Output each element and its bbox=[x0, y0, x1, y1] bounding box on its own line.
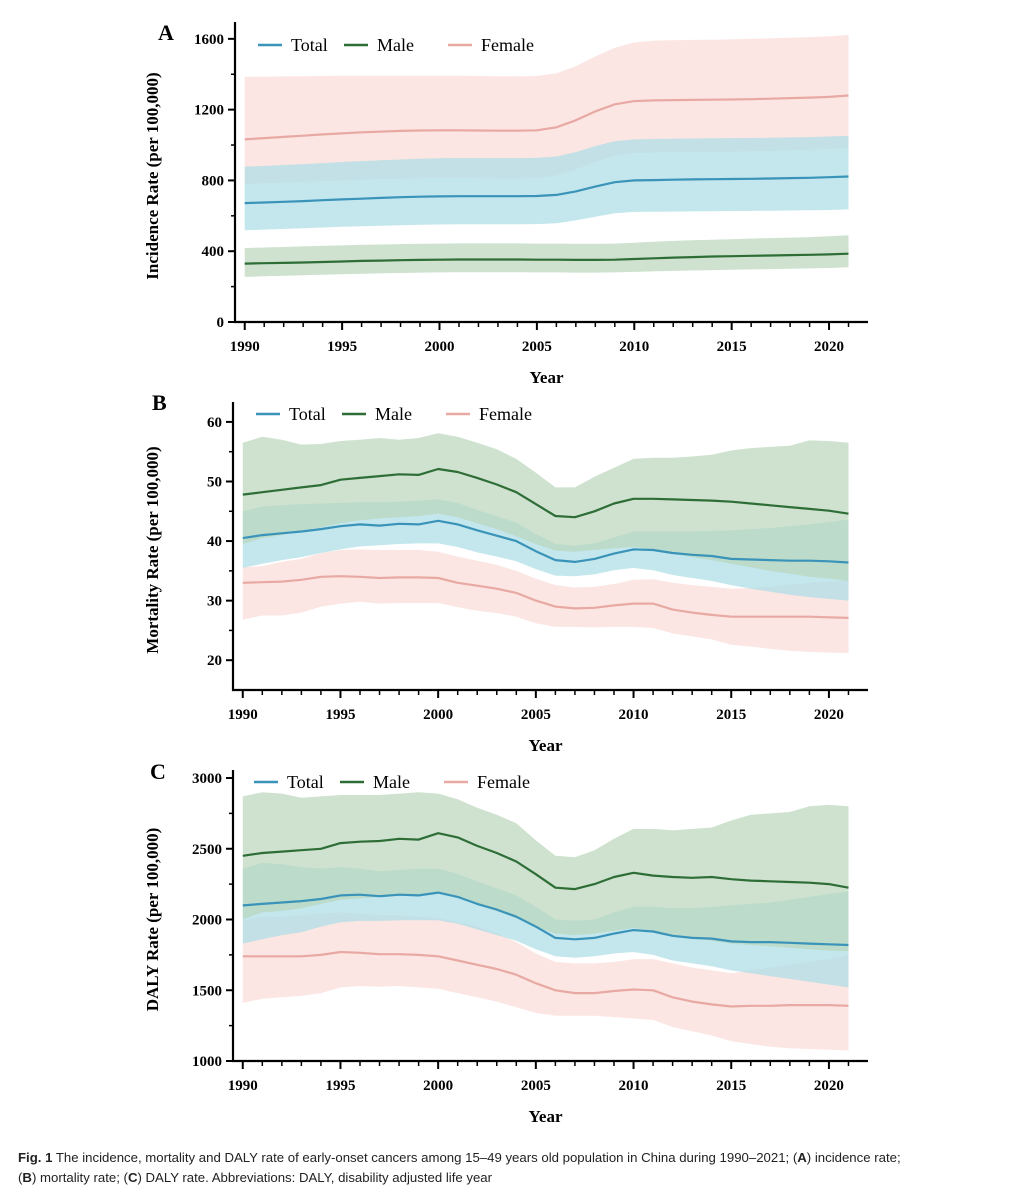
line-male bbox=[242, 832, 849, 891]
x-tick-label: 1990 bbox=[228, 1078, 258, 1094]
x-tick-label: 2010 bbox=[619, 339, 649, 355]
panel-letter: A bbox=[158, 20, 174, 45]
x-axis-title: Year bbox=[529, 736, 563, 755]
x-tick-label: 2005 bbox=[521, 707, 551, 723]
x-tick-label: 2000 bbox=[425, 339, 455, 355]
legend-label-male: Male bbox=[377, 35, 414, 55]
x-tick-label: 1995 bbox=[325, 707, 355, 723]
y-tick-label: 40 bbox=[207, 534, 222, 550]
x-tick-label: 2005 bbox=[522, 339, 552, 355]
line-male bbox=[242, 467, 849, 519]
x-tick-label: 2000 bbox=[423, 1078, 453, 1094]
x-tick-label: 2020 bbox=[814, 339, 844, 355]
y-tick-label: 1500 bbox=[192, 983, 222, 999]
chart-panel-a: A 0 400 800 1200 1600 1990 1995 2000 2005 2010 2015… bbox=[143, 20, 868, 387]
chart-panel-b: B 20 30 40 50 60 1990 1995 2000 2005 2010 2015 2020 Y… bbox=[143, 390, 868, 755]
caption-text-4: ) DALY rate. Abbreviations: DALY, disabi… bbox=[137, 1170, 493, 1185]
x-tick-label: 2015 bbox=[716, 707, 746, 723]
legend-label-female: Female bbox=[479, 404, 532, 424]
y-tick-label: 400 bbox=[202, 244, 225, 260]
caption-fig-label: Fig. 1 bbox=[18, 1150, 53, 1165]
legend-label-female: Female bbox=[481, 35, 534, 55]
y-tick-label: 20 bbox=[207, 653, 222, 669]
y-tick-label: 800 bbox=[202, 173, 225, 189]
line-total bbox=[242, 891, 849, 947]
band-total bbox=[244, 135, 849, 231]
y-tick-label: 3000 bbox=[192, 771, 222, 787]
band-male bbox=[242, 433, 849, 581]
chart-panel-c: C 1000 1500 2000 2500 3000 1990 1995 2000 2005 201… bbox=[143, 759, 868, 1126]
y-tick-label: 1200 bbox=[194, 103, 224, 119]
line-total bbox=[242, 519, 849, 564]
x-tick-label: 1990 bbox=[230, 339, 260, 355]
y-tick-label: 1600 bbox=[194, 32, 224, 48]
legend-label-total: Total bbox=[289, 404, 326, 424]
x-tick-label: 2015 bbox=[717, 339, 747, 355]
caption-panel-b: B bbox=[22, 1170, 32, 1185]
line-female bbox=[242, 950, 849, 1008]
legend-label-male: Male bbox=[373, 772, 410, 792]
y-tick-label: 2500 bbox=[192, 842, 222, 858]
y-tick-label: 50 bbox=[207, 474, 222, 490]
x-tick-label: 2015 bbox=[716, 1078, 746, 1094]
y-axis-title: Incidence Rate (per 100,000) bbox=[143, 72, 162, 279]
y-tick-label: 1000 bbox=[192, 1054, 222, 1070]
x-tick-label: 1990 bbox=[228, 707, 258, 723]
caption-panel-a: A bbox=[797, 1150, 807, 1165]
panel-letter: C bbox=[150, 759, 166, 784]
y-axis-title: Mortality Rate (per 100,000) bbox=[143, 446, 162, 653]
x-tick-label: 1995 bbox=[327, 339, 357, 355]
legend-label-male: Male bbox=[375, 404, 412, 424]
x-tick-label: 2010 bbox=[619, 1078, 649, 1094]
x-tick-label: 2005 bbox=[521, 1078, 551, 1094]
legend-label-total: Total bbox=[291, 35, 328, 55]
caption-open-paren: ( bbox=[18, 1170, 23, 1185]
band-male bbox=[244, 235, 849, 277]
y-tick-label: 0 bbox=[217, 315, 225, 331]
y-tick-label: 30 bbox=[207, 594, 222, 610]
y-tick-label: 60 bbox=[207, 415, 222, 431]
y-axis-title: DALY Rate (per 100,000) bbox=[143, 828, 162, 1012]
x-tick-label: 2020 bbox=[814, 1078, 844, 1094]
caption-text-2: ) incidence rate; bbox=[806, 1150, 901, 1165]
band-male bbox=[242, 792, 849, 952]
x-axis-title: Year bbox=[529, 1107, 563, 1126]
x-tick-label: 1995 bbox=[325, 1078, 355, 1094]
band-female bbox=[242, 912, 849, 1051]
line-female bbox=[242, 575, 849, 619]
caption-text-1: The incidence, mortality and DALY rate o… bbox=[52, 1150, 798, 1165]
caption-text-3: ) mortality rate; ( bbox=[31, 1170, 128, 1185]
panel-letter: B bbox=[152, 390, 167, 415]
y-tick-label: 2000 bbox=[192, 913, 222, 929]
x-tick-label: 2020 bbox=[814, 707, 844, 723]
line-female bbox=[244, 94, 849, 141]
line-total bbox=[244, 175, 849, 205]
caption-panel-c: C bbox=[127, 1170, 138, 1185]
figure-caption: Fig. 1 The incidence, mortality and DALY… bbox=[18, 1148, 1023, 1188]
line-male bbox=[244, 252, 849, 265]
legend-label-female: Female bbox=[477, 772, 530, 792]
legend-label-total: Total bbox=[287, 772, 324, 792]
band-female bbox=[242, 549, 849, 654]
x-axis-title: Year bbox=[530, 368, 564, 387]
x-tick-label: 2000 bbox=[423, 707, 453, 723]
x-tick-label: 2010 bbox=[619, 707, 649, 723]
